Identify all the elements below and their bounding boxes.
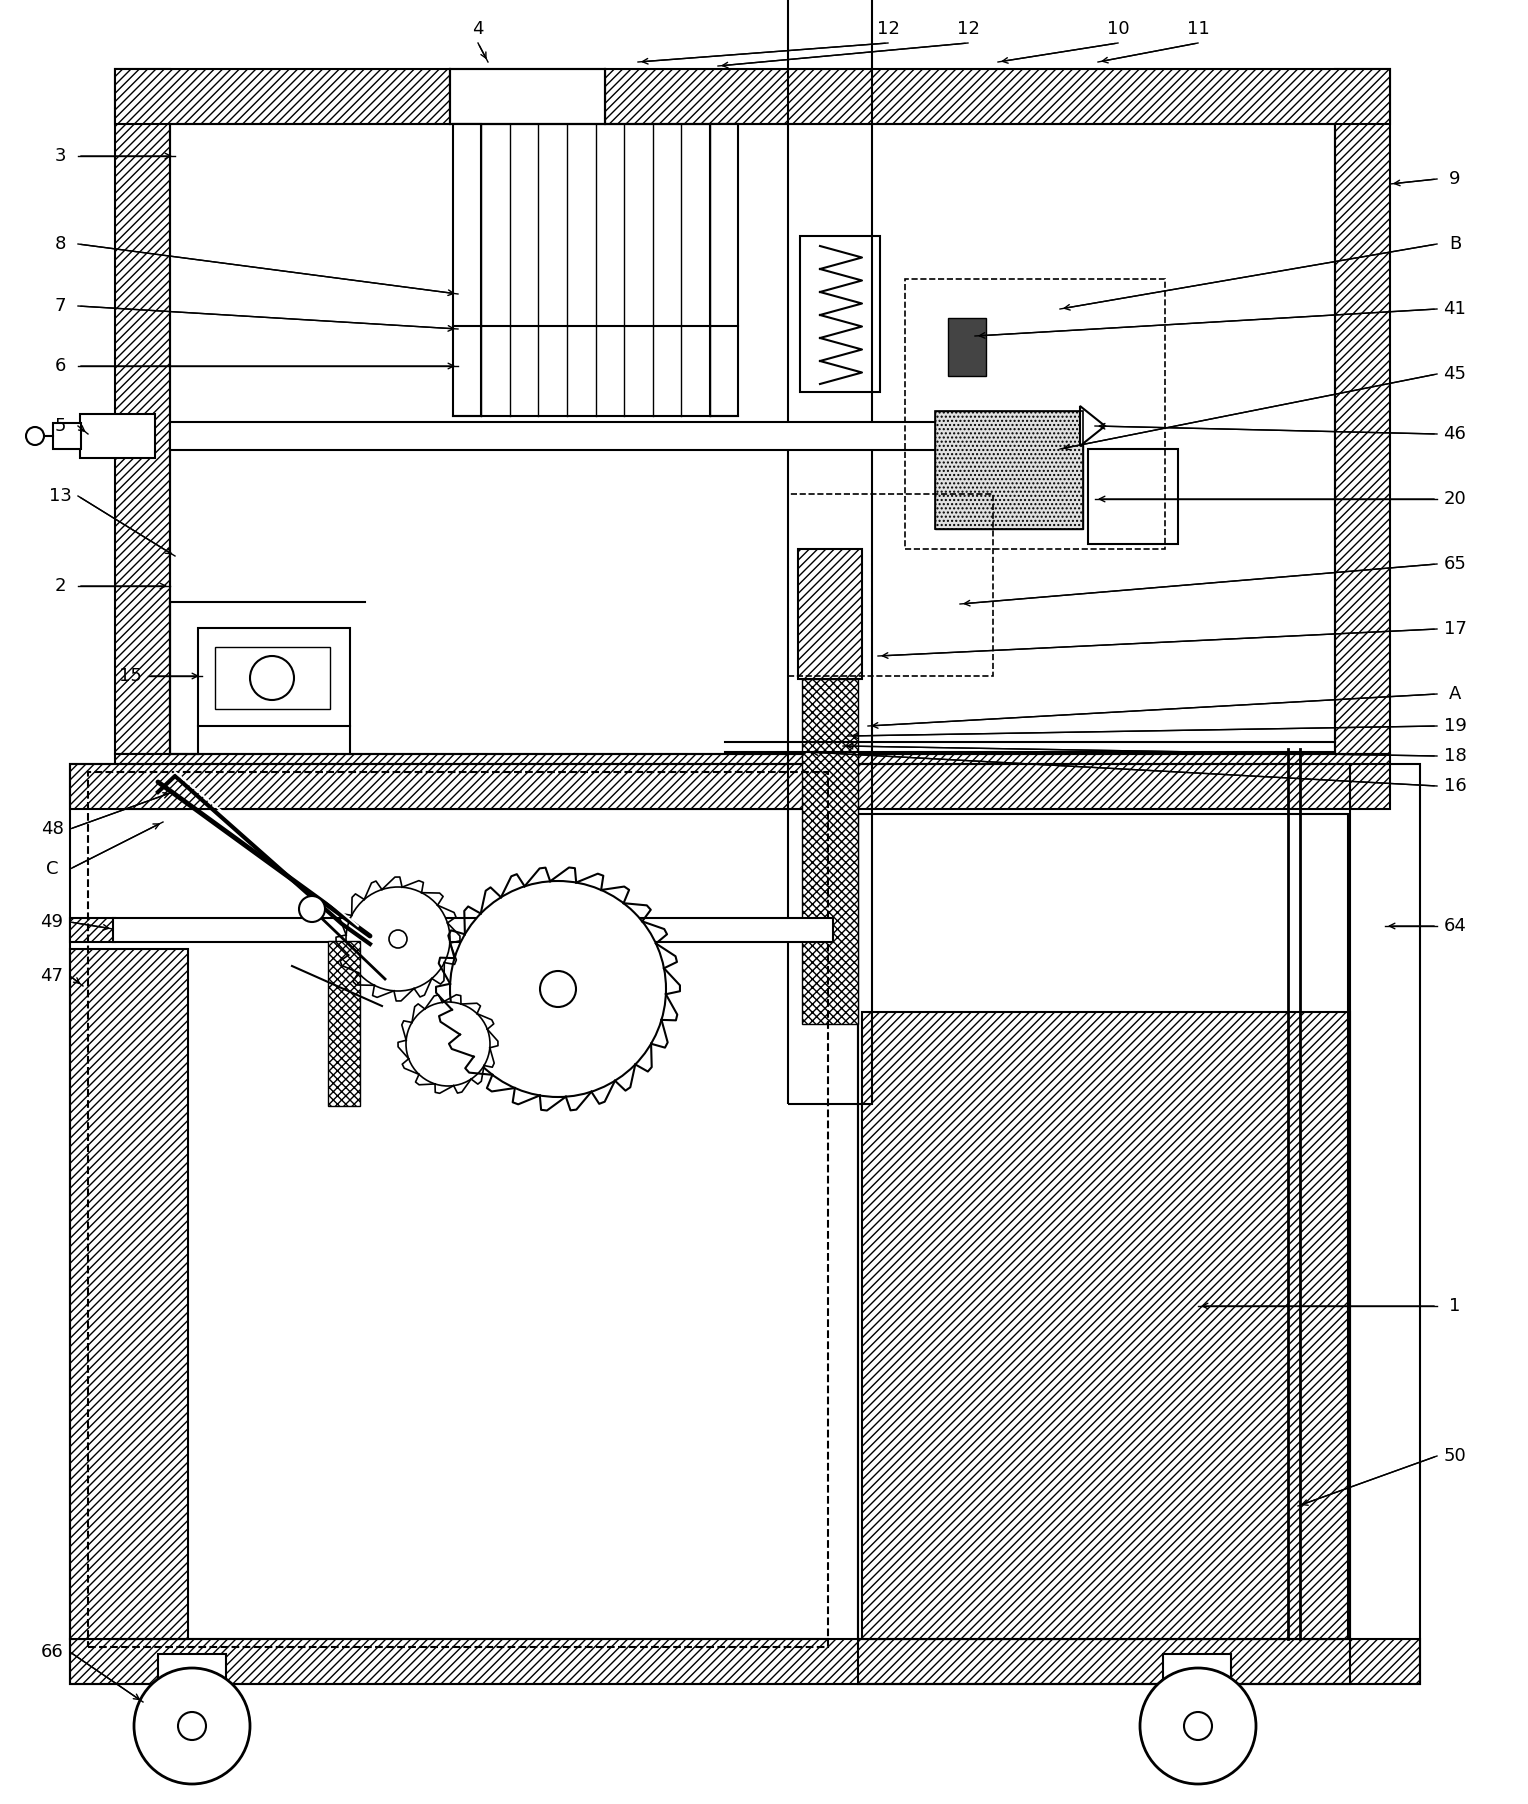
Bar — [215, 648, 330, 709]
Text: 3: 3 — [55, 146, 66, 164]
Text: 19: 19 — [1444, 716, 1467, 734]
Bar — [1088, 449, 1178, 545]
Text: 48: 48 — [41, 821, 64, 839]
Circle shape — [251, 657, 293, 700]
Bar — [115, 754, 1390, 808]
Bar — [70, 765, 850, 808]
Bar — [329, 942, 361, 1106]
Bar — [113, 918, 833, 942]
Bar — [862, 1012, 1351, 1640]
Text: 49: 49 — [41, 913, 64, 931]
Circle shape — [177, 1712, 206, 1741]
Circle shape — [299, 897, 325, 922]
Text: 65: 65 — [1444, 556, 1467, 574]
Bar — [798, 548, 862, 678]
Bar — [79, 413, 154, 458]
Bar — [605, 69, 1390, 124]
Text: 1: 1 — [1450, 1297, 1461, 1315]
Bar — [905, 280, 1164, 548]
Circle shape — [390, 931, 406, 947]
Text: 41: 41 — [1444, 299, 1467, 318]
Polygon shape — [1080, 406, 1105, 446]
Text: A: A — [1449, 686, 1461, 704]
Bar — [859, 765, 1351, 1683]
Text: 6: 6 — [55, 357, 66, 375]
Bar — [89, 772, 828, 1647]
Text: 47: 47 — [41, 967, 64, 985]
Text: 13: 13 — [49, 487, 72, 505]
Bar — [1163, 1654, 1232, 1683]
Circle shape — [406, 1001, 490, 1086]
Bar — [711, 124, 738, 417]
Circle shape — [1140, 1669, 1256, 1784]
Text: 46: 46 — [1444, 426, 1467, 444]
Text: 7: 7 — [55, 298, 66, 316]
Circle shape — [134, 1669, 251, 1784]
Circle shape — [451, 880, 666, 1097]
Text: 66: 66 — [41, 1643, 63, 1661]
Bar — [1335, 69, 1390, 754]
Text: 10: 10 — [1106, 20, 1129, 38]
Bar — [70, 949, 188, 1640]
Bar — [935, 411, 1083, 529]
Bar — [70, 918, 115, 942]
Text: B: B — [1449, 235, 1461, 253]
Text: 16: 16 — [1444, 778, 1467, 796]
Text: 20: 20 — [1444, 491, 1467, 509]
Circle shape — [26, 428, 44, 446]
Bar — [935, 411, 1083, 529]
Text: 64: 64 — [1444, 916, 1467, 934]
Text: 11: 11 — [1187, 20, 1209, 38]
Text: 17: 17 — [1444, 621, 1467, 639]
Bar — [53, 422, 81, 449]
Circle shape — [345, 888, 451, 990]
Text: 4: 4 — [472, 20, 484, 38]
Text: 15: 15 — [119, 667, 142, 686]
Bar — [70, 765, 1420, 1683]
Text: 12: 12 — [957, 20, 979, 38]
Bar — [115, 69, 451, 124]
Text: 2: 2 — [55, 577, 66, 595]
Bar — [801, 236, 880, 391]
Bar — [859, 814, 1348, 1640]
Text: 5: 5 — [55, 417, 66, 435]
Bar — [452, 124, 481, 417]
Bar — [802, 678, 859, 1025]
Bar — [199, 628, 350, 725]
Bar — [947, 318, 986, 375]
Bar — [451, 69, 605, 124]
Bar — [788, 0, 872, 1104]
Text: 50: 50 — [1444, 1447, 1467, 1465]
Bar — [788, 494, 993, 676]
Circle shape — [1184, 1712, 1212, 1741]
Bar — [170, 422, 990, 449]
Text: 18: 18 — [1444, 747, 1467, 765]
Text: 12: 12 — [877, 20, 900, 38]
Text: 9: 9 — [1449, 170, 1461, 188]
Bar — [157, 1654, 226, 1683]
Text: 8: 8 — [55, 235, 66, 253]
Bar — [115, 69, 170, 754]
Text: C: C — [46, 861, 58, 879]
Bar — [70, 1640, 1420, 1683]
Text: 45: 45 — [1444, 364, 1467, 382]
Circle shape — [539, 971, 576, 1007]
